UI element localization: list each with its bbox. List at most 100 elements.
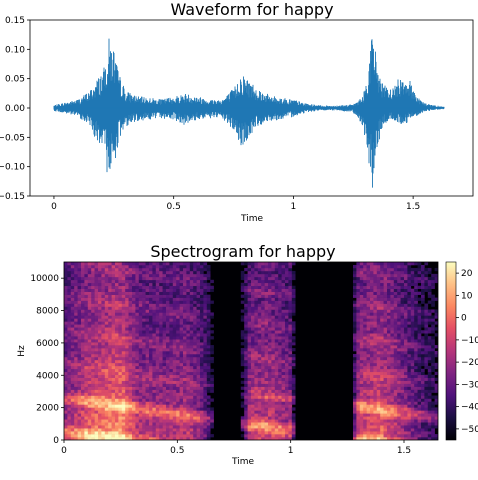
spectrogram-cell (145, 353, 150, 358)
spectrogram-cell (159, 345, 163, 349)
spectrogram-cell (128, 395, 133, 399)
spectrogram-cell (404, 339, 408, 343)
spectrogram-cell (264, 404, 269, 408)
spectrogram-cell (91, 306, 95, 310)
spectrogram-cell (244, 377, 248, 381)
spectrogram-cell (203, 288, 208, 292)
spectrogram-cell (264, 371, 269, 376)
spectrogram-cell (244, 294, 248, 298)
spectrogram-cell (118, 276, 123, 281)
spectrogram-cell (159, 315, 163, 319)
spectrogram-cell (431, 413, 435, 417)
spectrogram-cell (169, 333, 174, 337)
spectrogram-cell (149, 425, 153, 429)
spectrogram-cell (108, 407, 112, 411)
spectrogram-cell (104, 351, 109, 355)
spectrogram-cell (128, 404, 133, 408)
spectrogram-cell (353, 345, 357, 349)
spectrogram-cell (353, 419, 357, 423)
spectrogram-cell (162, 383, 167, 387)
spectrogram-cell (285, 321, 289, 325)
spectrogram-cell (176, 419, 180, 423)
spectrogram-cell (264, 395, 269, 399)
spectrogram-cell (359, 324, 364, 328)
spectrogram-cell (363, 306, 367, 310)
spectrogram-cell (206, 431, 211, 435)
spectrogram-cell (271, 365, 276, 370)
spectrogram-cell (271, 368, 276, 373)
spectrogram-cell (383, 348, 388, 352)
spectrogram-cell (390, 377, 395, 381)
spectrogram-cell (104, 374, 109, 378)
spectrogram-cell (366, 389, 371, 393)
spectrogram-cell (108, 437, 112, 440)
spectrogram-cell (200, 321, 204, 325)
spectrogram-cell (200, 336, 204, 340)
spectrogram-cell (373, 262, 378, 266)
spectrogram-cell (172, 315, 177, 319)
spectrogram-cell (393, 333, 398, 337)
spectrogram-cell (261, 345, 265, 349)
spectrogram-cell (121, 267, 126, 272)
spectrogram-cell (404, 300, 408, 304)
spectrogram-cell (67, 270, 72, 275)
spectrogram-cell (359, 383, 364, 387)
spectrogram-cell (67, 410, 72, 414)
spectrogram-cell (251, 342, 255, 346)
spectrogram-cell (366, 330, 371, 334)
spectrogram-cell (421, 324, 425, 328)
spectrogram-cell (431, 321, 435, 325)
spectrogram-cell (74, 306, 78, 310)
spectrogram-cell (166, 324, 170, 328)
spectrogram-cell (431, 425, 435, 429)
spectrogram-cell (145, 330, 150, 334)
spectrogram-cell (291, 389, 296, 393)
spectrogram-cell (70, 327, 75, 331)
spectrogram-cell (431, 294, 435, 298)
spectrogram-cell (145, 434, 150, 438)
spectrogram-cell (166, 309, 170, 313)
spectrogram-cell (169, 404, 174, 408)
spectrogram-cell (203, 389, 208, 393)
spectrogram-cell (118, 279, 123, 284)
spectrogram-cell (404, 276, 408, 281)
spectrogram-cell (359, 315, 364, 319)
spectrogram-cell (104, 348, 109, 352)
spectrogram-cell (400, 276, 405, 281)
spectrogram-cell (183, 291, 187, 295)
spectrogram-cell (356, 428, 361, 432)
spectrogram-ytick-label: 4000 (36, 371, 59, 381)
spectrogram-cell (172, 404, 177, 408)
spectrogram-cell (64, 273, 68, 278)
spectrogram-cell (414, 285, 418, 289)
spectrogram-cell (274, 276, 279, 281)
spectrogram-cell (108, 262, 112, 266)
spectrogram-cell (363, 434, 367, 438)
spectrogram-cell (268, 306, 272, 310)
spectrogram-cell (393, 279, 398, 284)
spectrogram-cell (264, 285, 269, 289)
spectrogram-cell (200, 353, 204, 358)
spectrogram-cell (407, 419, 412, 423)
spectrogram-cell (407, 351, 412, 355)
spectrogram-cell (206, 312, 211, 316)
spectrogram-cell (247, 383, 252, 387)
spectrogram-cell (414, 437, 418, 440)
spectrogram-cell (359, 359, 364, 364)
spectrogram-cell (166, 410, 170, 414)
spectrogram-cell (94, 383, 99, 387)
spectrogram-cell (145, 362, 150, 367)
spectrogram-cell (128, 351, 133, 355)
spectrogram-cell (380, 386, 384, 390)
spectrogram-cell (70, 359, 75, 364)
spectrogram-cell (410, 321, 415, 325)
spectrogram-cell (115, 389, 119, 393)
spectrogram-cell (431, 318, 435, 322)
spectrogram-cell (152, 428, 157, 432)
spectrogram-cell (427, 300, 432, 304)
spectrogram-cell (186, 318, 191, 322)
spectrogram-cell (376, 297, 381, 301)
spectrogram-cell (64, 294, 68, 298)
spectrogram-cell (142, 336, 146, 340)
spectrogram-cell (288, 395, 293, 399)
